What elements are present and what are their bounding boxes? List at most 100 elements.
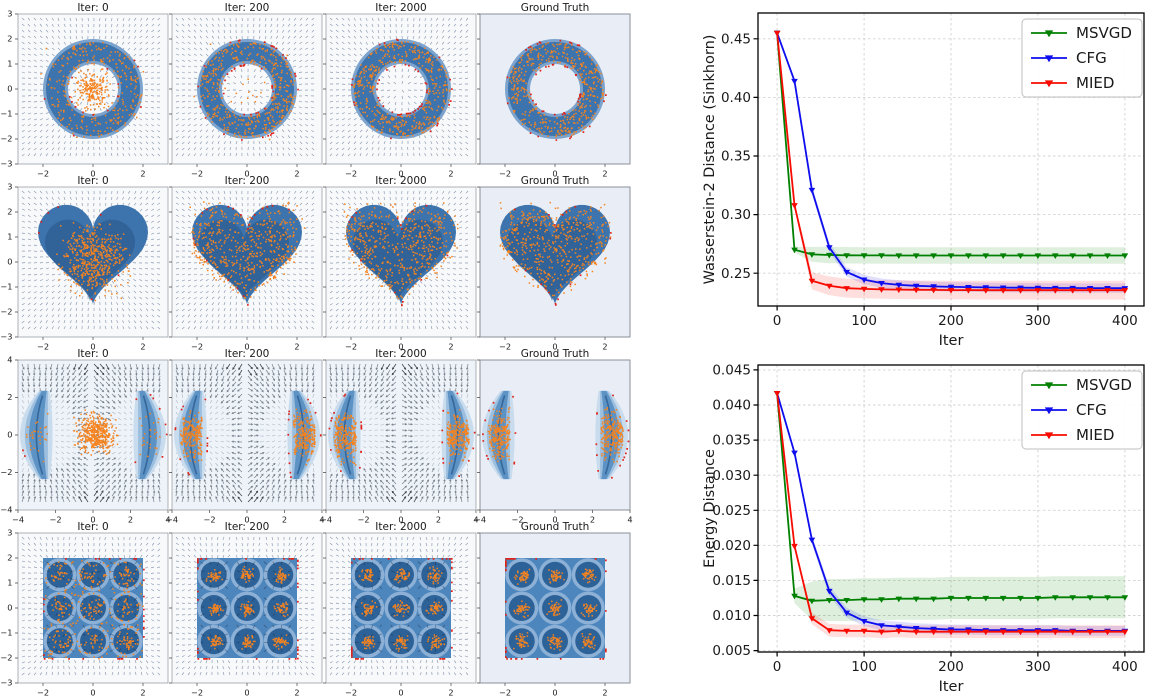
y-tick-label: 0 xyxy=(7,84,12,94)
metric-charts: 0 100 200 300 400 0.25 0.30 0.35 0.40 0.45 Iter Was… xyxy=(700,0,1155,699)
banana-shape xyxy=(29,390,47,480)
x-tick-label: 2 xyxy=(448,342,453,352)
gridlines xyxy=(758,365,1144,652)
x-tick-label: −2 xyxy=(345,169,357,179)
y-tick-label: 2 xyxy=(7,392,12,402)
x-tick-label: −2 xyxy=(357,515,369,525)
x-tick-label: −2 xyxy=(191,342,203,352)
x-tick-label: 0 xyxy=(773,659,782,675)
y-tick-label: −4 xyxy=(0,505,12,515)
legend-label: MIED xyxy=(1076,74,1114,92)
panel-title: Iter: 2000 xyxy=(375,348,426,360)
x-tick-label: 0 xyxy=(90,342,95,352)
panel-heart-col3: −2 0 2 xyxy=(477,186,631,352)
particle-points xyxy=(26,409,161,463)
y-tick-label: 0 xyxy=(7,603,12,613)
panel-gaussian-lattice-col1: −2 0 2 xyxy=(169,532,323,698)
legend-marker-msvgd xyxy=(1044,382,1054,390)
panel-heart-col0: −2 0 2 3 2 1 0 −1 −2 −3 xyxy=(0,182,169,352)
y-tick-label: 0.010 xyxy=(712,608,751,624)
x-tick-label: 0 xyxy=(244,688,249,698)
banana-shape xyxy=(139,390,157,480)
panel-gaussian-lattice-col3: −2 0 2 xyxy=(477,532,631,698)
x-tick-label: −2 xyxy=(345,342,357,352)
x-tick-label: 2 xyxy=(602,169,607,179)
x-tick-label: 0 xyxy=(773,313,782,329)
x-tick-label: 0 xyxy=(398,688,403,698)
x-tick-label: 4 xyxy=(319,515,324,525)
x-tick-label: 2 xyxy=(602,688,607,698)
panel-ring-col0: −2 0 2 3 2 1 0 −1 −2 −3 xyxy=(0,9,169,179)
x-tick-label: 0 xyxy=(552,169,557,179)
wasserstein2-chart: 0 100 200 300 400 0.25 0.30 0.35 0.40 0.45 Iter Was… xyxy=(702,12,1145,349)
x-tick-label: 300 xyxy=(1025,659,1051,675)
x-tick-label: 200 xyxy=(938,313,964,329)
x-tick-label: 2 xyxy=(282,515,287,525)
x-axis-label: Iter xyxy=(939,679,964,695)
y-tick-label: 1 xyxy=(7,232,12,242)
y-tick-label: 0 xyxy=(7,257,12,267)
x-tick-label: 2 xyxy=(590,515,595,525)
x-tick-label: −2 xyxy=(345,688,357,698)
x-tick-label: −2 xyxy=(203,515,215,525)
y-tick-label: 0 xyxy=(7,430,12,440)
x-tick-label: 0 xyxy=(398,169,403,179)
y-tick-label: 2 xyxy=(7,34,12,44)
x-tick-label: −2 xyxy=(499,688,511,698)
particle-points xyxy=(43,559,144,660)
x-tick-label: 2 xyxy=(140,342,145,352)
x-tick-label: 200 xyxy=(938,659,964,675)
x-axis-label: Iter xyxy=(939,333,964,349)
panel-ring-col2: −2 0 2 xyxy=(323,13,477,179)
x-tick-label: 400 xyxy=(1112,659,1138,675)
legend-label: CFG xyxy=(1076,49,1107,67)
x-tick-label: 400 xyxy=(1112,313,1138,329)
panel-title: Iter: 200 xyxy=(225,348,270,360)
panel-title: Iter: 0 xyxy=(77,348,108,360)
x-tick-label: 2 xyxy=(140,169,145,179)
mied-band xyxy=(777,393,1125,638)
y-tick-label: −1 xyxy=(0,282,12,292)
panel-bananas-col2: −4 −2 0 2 4 xyxy=(320,359,479,525)
x-tick-label: 2 xyxy=(140,688,145,698)
legend-label: MSVGD xyxy=(1076,24,1132,42)
particle-points xyxy=(189,201,306,299)
x-tick-label: 0 xyxy=(90,169,95,179)
x-tick-label: 2 xyxy=(294,169,299,179)
x-tick-label: 2 xyxy=(294,688,299,698)
x-tick-label: 0 xyxy=(244,169,249,179)
panel-bananas-col1: −4 −2 0 2 4 xyxy=(166,359,325,525)
panel-title: Iter: 200 xyxy=(225,521,270,533)
x-tick-label: −2 xyxy=(499,169,511,179)
x-tick-label: 2 xyxy=(128,515,133,525)
x-tick-label: 2 xyxy=(294,342,299,352)
y-tick-label: 1 xyxy=(7,578,12,588)
legend: MSVGD CFG MIED xyxy=(1021,18,1143,98)
legend: MSVGD CFG MIED xyxy=(1021,370,1143,450)
particle-points xyxy=(513,568,598,651)
x-tick-label: −2 xyxy=(37,688,49,698)
x-tick-label: 2 xyxy=(436,515,441,525)
panel-title: Ground Truth xyxy=(521,348,590,360)
particle-points xyxy=(40,42,145,138)
energy-distance-chart: 0 100 200 300 400 0.005 0.010 0.015 0.020 0.025 0.… xyxy=(702,363,1145,695)
particle-points xyxy=(56,222,132,302)
x-tick-label: −4 xyxy=(166,515,178,525)
y-axis-label: Energy Distance xyxy=(702,449,718,568)
x-tick-label: 0 xyxy=(244,342,249,352)
x-tick-label: 0 xyxy=(244,515,249,525)
particle-points xyxy=(508,42,605,138)
panel-title: Ground Truth xyxy=(521,2,590,14)
y-tick-label: −2 xyxy=(0,134,12,144)
legend-marker-cfg xyxy=(1044,407,1054,415)
panel-gaussian-lattice-col2: −2 0 2 xyxy=(323,532,477,698)
legend-marker-mied xyxy=(1044,80,1054,88)
y-tick-label: 3 xyxy=(7,528,12,538)
x-tick-label: 2 xyxy=(448,169,453,179)
y-tick-label: 0.020 xyxy=(712,538,751,554)
x-tick-label: 300 xyxy=(1025,313,1051,329)
gridlines xyxy=(758,13,1144,306)
x-tick-label: −2 xyxy=(511,515,523,525)
panel-title: Ground Truth xyxy=(521,175,590,187)
panel-heart-col2: −2 0 2 xyxy=(323,186,477,352)
